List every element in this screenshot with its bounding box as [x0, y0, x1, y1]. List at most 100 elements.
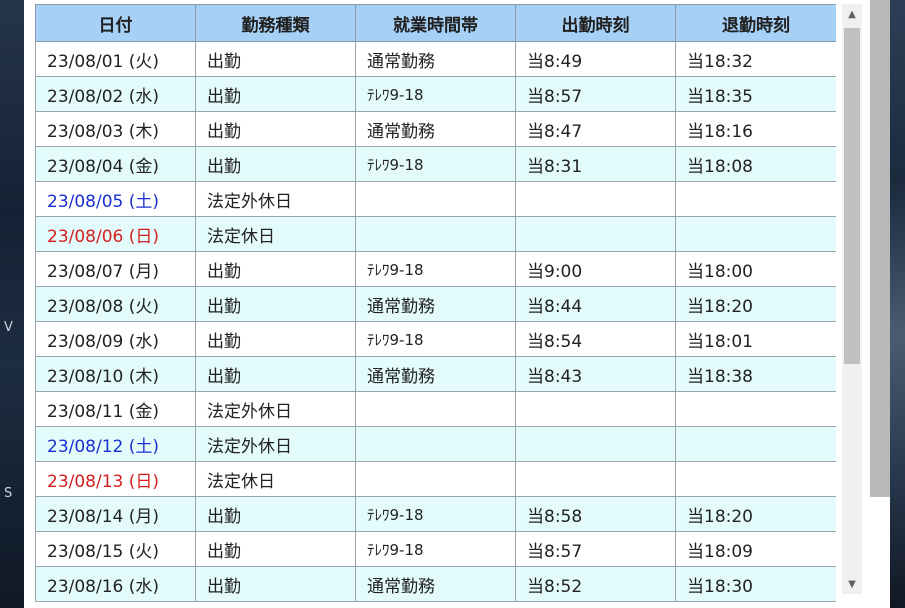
table-row[interactable]: 23/08/03 (木) 出勤 通常勤務 当8:47 当18:16	[35, 111, 836, 147]
work-type-cell: 出勤	[195, 566, 356, 602]
clock-in-cell	[515, 391, 676, 427]
clock-out-cell	[675, 216, 836, 252]
date-cell: 23/08/04 (金)	[35, 146, 196, 182]
work-hours-cell: ﾃﾚﾜ9-18	[355, 531, 516, 567]
table-row[interactable]: 23/08/10 (木) 出勤 通常勤務 当8:43 当18:38	[35, 356, 836, 392]
date-cell: 23/08/01 (火)	[35, 41, 196, 77]
header-clock-out[interactable]: 退勤時刻	[675, 4, 836, 42]
clock-in-cell: 当8:54	[515, 321, 676, 357]
work-hours-cell: 通常勤務	[355, 286, 516, 322]
work-type-cell: 法定休日	[195, 461, 356, 497]
work-type-cell: 出勤	[195, 251, 356, 287]
header-date[interactable]: 日付	[35, 4, 196, 42]
clock-in-cell: 当8:57	[515, 76, 676, 112]
background-text: S	[4, 486, 13, 501]
date-cell: 23/08/16 (水)	[35, 566, 196, 602]
background-right	[890, 0, 905, 608]
header-clock-in[interactable]: 出勤時刻	[515, 4, 676, 42]
table-row[interactable]: 23/08/11 (金) 法定外休日	[35, 391, 836, 427]
clock-in-cell: 当8:31	[515, 146, 676, 182]
clock-out-cell	[675, 181, 836, 217]
table-row[interactable]: 23/08/05 (土) 法定外休日	[35, 181, 836, 217]
header-work-hours[interactable]: 就業時間帯	[355, 4, 516, 42]
scroll-up-icon[interactable]: ▲	[848, 8, 856, 20]
work-hours-cell: ﾃﾚﾜ9-18	[355, 321, 516, 357]
table-row[interactable]: 23/08/08 (火) 出勤 通常勤務 当8:44 当18:20	[35, 286, 836, 322]
work-type-cell: 出勤	[195, 41, 356, 77]
clock-in-cell	[515, 461, 676, 497]
table-row[interactable]: 23/08/01 (火) 出勤 通常勤務 当8:49 当18:32	[35, 41, 836, 77]
clock-out-cell: 当18:08	[675, 146, 836, 182]
clock-in-cell: 当8:49	[515, 41, 676, 77]
work-type-cell: 出勤	[195, 321, 356, 357]
clock-in-cell: 当8:44	[515, 286, 676, 322]
work-hours-cell	[355, 181, 516, 217]
table-row[interactable]: 23/08/16 (水) 出勤 通常勤務 当8:52 当18:30	[35, 566, 836, 602]
work-type-cell: 法定休日	[195, 216, 356, 252]
clock-out-cell: 当18:16	[675, 111, 836, 147]
date-cell: 23/08/08 (火)	[35, 286, 196, 322]
work-hours-cell	[355, 426, 516, 462]
clock-in-cell	[515, 216, 676, 252]
attendance-dialog: 日付 勤務種類 就業時間帯 出勤時刻 退勤時刻 23/08/01 (火) 出勤 通常…	[24, 0, 890, 608]
date-cell: 23/08/15 (火)	[35, 531, 196, 567]
date-cell: 23/08/07 (月)	[35, 251, 196, 287]
table-row[interactable]: 23/08/06 (日) 法定休日	[35, 216, 836, 252]
work-type-cell: 法定外休日	[195, 391, 356, 427]
table-row[interactable]: 23/08/09 (水) 出勤 ﾃﾚﾜ9-18 当8:54 当18:01	[35, 321, 836, 357]
work-hours-cell	[355, 216, 516, 252]
date-cell: 23/08/12 (土)	[35, 426, 196, 462]
background-text: V	[4, 320, 13, 335]
table-row[interactable]: 23/08/14 (月) 出勤 ﾃﾚﾜ9-18 当8:58 当18:20	[35, 496, 836, 532]
clock-out-cell: 当18:30	[675, 566, 836, 602]
clock-in-cell	[515, 181, 676, 217]
table-row[interactable]: 23/08/13 (日) 法定休日	[35, 461, 836, 497]
header-work-type[interactable]: 勤務種類	[195, 4, 356, 42]
date-cell: 23/08/10 (木)	[35, 356, 196, 392]
background-left: V S	[0, 0, 24, 608]
clock-out-cell	[675, 461, 836, 497]
work-hours-cell: 通常勤務	[355, 566, 516, 602]
clock-out-cell: 当18:32	[675, 41, 836, 77]
attendance-table: 日付 勤務種類 就業時間帯 出勤時刻 退勤時刻 23/08/01 (火) 出勤 通常…	[35, 4, 836, 602]
table-row[interactable]: 23/08/12 (土) 法定外休日	[35, 426, 836, 462]
clock-in-cell: 当8:52	[515, 566, 676, 602]
work-type-cell: 出勤	[195, 286, 356, 322]
work-type-cell: 出勤	[195, 111, 356, 147]
clock-out-cell: 当18:01	[675, 321, 836, 357]
clock-out-cell	[675, 426, 836, 462]
table-row[interactable]: 23/08/07 (月) 出勤 ﾃﾚﾜ9-18 当9:00 当18:00	[35, 251, 836, 287]
table-scrollbar[interactable]: ▲ ▼	[842, 4, 862, 594]
date-cell: 23/08/13 (日)	[35, 461, 196, 497]
header-row: 日付 勤務種類 就業時間帯 出勤時刻 退勤時刻	[35, 4, 836, 42]
clock-in-cell	[515, 426, 676, 462]
work-hours-cell: 通常勤務	[355, 111, 516, 147]
scroll-thumb[interactable]	[844, 28, 860, 364]
clock-in-cell: 当8:57	[515, 531, 676, 567]
work-hours-cell: ﾃﾚﾜ9-18	[355, 76, 516, 112]
date-cell: 23/08/02 (水)	[35, 76, 196, 112]
clock-in-cell: 当8:47	[515, 111, 676, 147]
clock-in-cell: 当8:58	[515, 496, 676, 532]
table-row[interactable]: 23/08/15 (火) 出勤 ﾃﾚﾜ9-18 当8:57 当18:09	[35, 531, 836, 567]
clock-out-cell: 当18:20	[675, 496, 836, 532]
work-type-cell: 出勤	[195, 531, 356, 567]
work-hours-cell: ﾃﾚﾜ9-18	[355, 496, 516, 532]
clock-out-cell	[675, 391, 836, 427]
work-type-cell: 出勤	[195, 146, 356, 182]
date-cell: 23/08/05 (土)	[35, 181, 196, 217]
scroll-down-icon[interactable]: ▼	[848, 578, 856, 590]
attendance-table-container: 日付 勤務種類 就業時間帯 出勤時刻 退勤時刻 23/08/01 (火) 出勤 通常…	[35, 4, 836, 608]
clock-out-cell: 当18:38	[675, 356, 836, 392]
table-row[interactable]: 23/08/04 (金) 出勤 ﾃﾚﾜ9-18 当8:31 当18:08	[35, 146, 836, 182]
work-type-cell: 出勤	[195, 76, 356, 112]
table-row[interactable]: 23/08/02 (水) 出勤 ﾃﾚﾜ9-18 当8:57 当18:35	[35, 76, 836, 112]
work-hours-cell: ﾃﾚﾜ9-18	[355, 251, 516, 287]
work-type-cell: 法定外休日	[195, 426, 356, 462]
work-hours-cell: 通常勤務	[355, 356, 516, 392]
date-cell: 23/08/03 (木)	[35, 111, 196, 147]
outer-scrollbar[interactable]	[870, 0, 890, 497]
table-body: 23/08/01 (火) 出勤 通常勤務 当8:49 当18:32 23/08/02 (水…	[35, 41, 836, 602]
clock-out-cell: 当18:09	[675, 531, 836, 567]
date-cell: 23/08/11 (金)	[35, 391, 196, 427]
